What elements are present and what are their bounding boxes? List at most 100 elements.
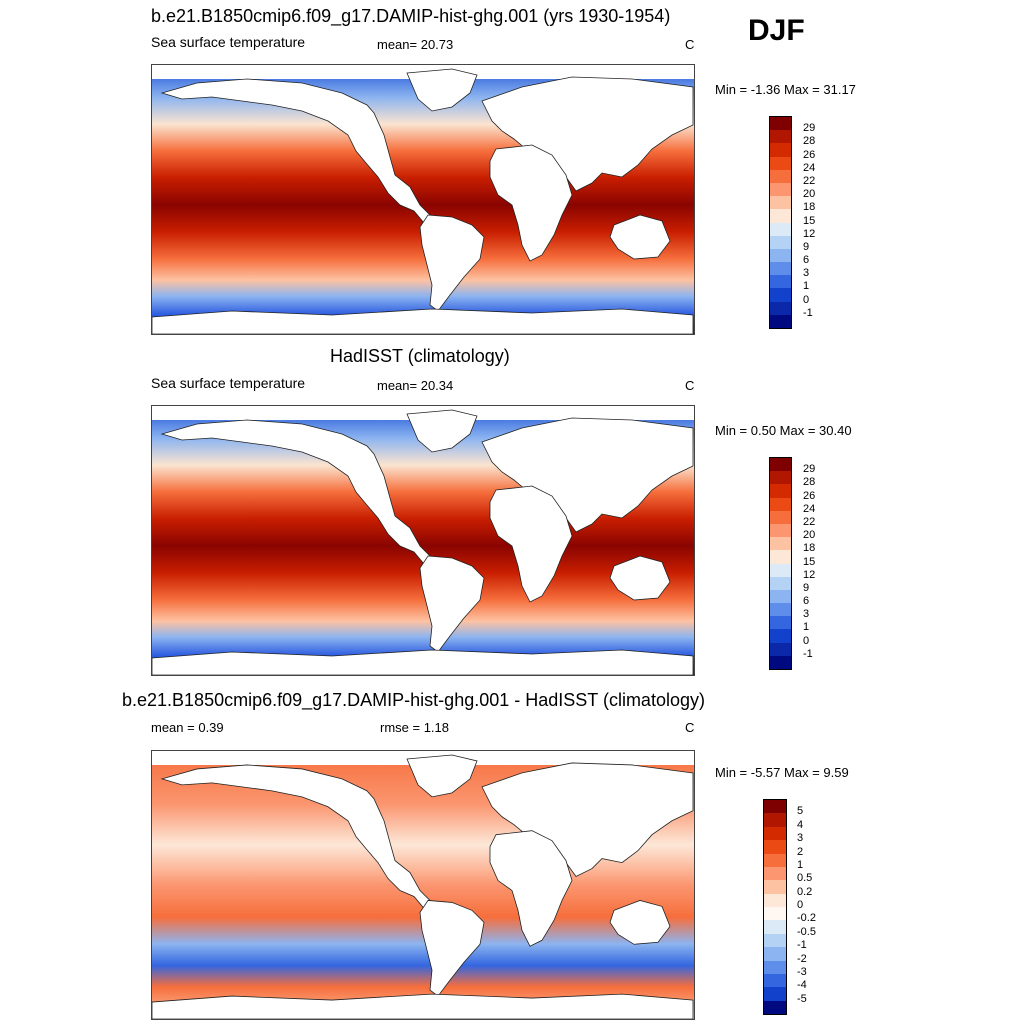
colorbar-swatch bbox=[764, 947, 786, 961]
colorbar-swatch bbox=[770, 497, 791, 511]
continent-outline bbox=[609, 214, 671, 260]
colorbar-tick-label: 5 bbox=[797, 805, 804, 818]
colorbar-tick-label: -0.2 bbox=[797, 912, 816, 925]
colorbar-tick-label: 0 bbox=[803, 634, 810, 647]
colorbar-tick-label: -5 bbox=[797, 992, 807, 1005]
colorbar-tick-label: 1 bbox=[797, 858, 804, 871]
colorbar-tick-label: -4 bbox=[797, 979, 807, 992]
colorbar-swatch bbox=[770, 458, 791, 472]
panel3-rmse-label: rmse = 1.18 bbox=[380, 720, 450, 735]
panel3-map bbox=[151, 750, 695, 1020]
continent-outline bbox=[152, 993, 694, 1019]
continent-outline bbox=[152, 649, 694, 675]
colorbar-swatch bbox=[770, 130, 791, 144]
colorbar-swatch bbox=[770, 196, 791, 210]
colorbar-tick-label: 29 bbox=[803, 122, 816, 135]
continent-outline bbox=[489, 830, 573, 947]
colorbar-tick-label: 4 bbox=[797, 818, 804, 831]
colorbar-tick-label: -3 bbox=[797, 965, 807, 978]
colorbar-swatch bbox=[770, 301, 791, 315]
colorbar-tick-label: -1 bbox=[803, 647, 813, 660]
colorbar-tick-label: 28 bbox=[803, 135, 816, 148]
colorbar-swatch bbox=[764, 987, 786, 1001]
colorbar-tick-label: 15 bbox=[803, 214, 816, 227]
colorbar-swatch bbox=[770, 262, 791, 276]
panel2-title: HadISST (climatology) bbox=[330, 346, 510, 366]
continent-outline bbox=[419, 214, 485, 312]
continent-outline bbox=[489, 144, 573, 262]
colorbar-swatch bbox=[764, 907, 786, 921]
panel2-map bbox=[151, 405, 695, 676]
panel3-minmax: Min = -5.57 Max = 9.59 bbox=[715, 765, 849, 780]
colorbar-tick-label: 28 bbox=[803, 476, 816, 489]
colorbar-tick-label: 24 bbox=[803, 161, 816, 174]
colorbar-swatch bbox=[770, 209, 791, 223]
continent-outline bbox=[152, 308, 694, 334]
colorbar-swatch bbox=[764, 1000, 786, 1014]
panel2-variable-label: Sea surface temperature bbox=[151, 375, 306, 391]
panel2-units: C bbox=[685, 378, 695, 393]
colorbar-swatch bbox=[770, 169, 791, 183]
colorbar-swatch bbox=[770, 235, 791, 249]
colorbar-tick-label: 2 bbox=[797, 845, 804, 858]
colorbar-tick-label: 12 bbox=[803, 227, 816, 240]
colorbar-swatch bbox=[764, 893, 786, 907]
colorbar-swatch bbox=[770, 275, 791, 289]
colorbar-tick-label: 18 bbox=[803, 201, 816, 214]
continent-outline bbox=[609, 555, 671, 601]
colorbar-swatch bbox=[770, 314, 791, 328]
colorbar-tick-label: 0 bbox=[803, 293, 810, 306]
colorbar-tick-label: 12 bbox=[803, 568, 816, 581]
colorbar-swatch bbox=[764, 840, 786, 854]
panel2-mean-label: mean= 20.34 bbox=[377, 378, 454, 393]
panel3-units: C bbox=[685, 720, 695, 735]
colorbar-swatch bbox=[764, 933, 786, 948]
panel1-minmax: Min = -1.36 Max = 31.17 bbox=[715, 82, 856, 97]
colorbar-swatch bbox=[764, 866, 786, 881]
continent-outline bbox=[406, 68, 478, 112]
panel3-title: b.e21.B1850cmip6.f09_g17.DAMIP-hist-ghg.… bbox=[122, 690, 705, 710]
continent-outline bbox=[160, 764, 433, 909]
panel1-variable-label: Sea surface temperature bbox=[151, 34, 306, 50]
colorbar-swatch bbox=[764, 880, 786, 894]
colorbar-tick-label: 0.5 bbox=[797, 872, 813, 885]
colorbar-swatch bbox=[770, 642, 791, 656]
continent-outline bbox=[481, 762, 694, 878]
season-label: DJF bbox=[748, 14, 805, 47]
colorbar-swatch bbox=[770, 589, 791, 604]
continent-outline bbox=[419, 555, 485, 653]
colorbar-tick-label: 29 bbox=[803, 463, 816, 476]
panel1-colorbar bbox=[769, 116, 792, 329]
colorbar-tick-label: 22 bbox=[803, 174, 816, 187]
colorbar-tick-label: 9 bbox=[803, 240, 810, 253]
colorbar-swatch bbox=[770, 143, 791, 157]
colorbar-tick-label: 0 bbox=[797, 899, 804, 911]
colorbar-tick-label: 26 bbox=[803, 489, 816, 502]
colorbar-swatch bbox=[770, 603, 791, 617]
colorbar-swatch bbox=[770, 537, 791, 551]
colorbar-swatch bbox=[764, 800, 786, 814]
colorbar-tick-label: 9 bbox=[803, 581, 810, 594]
colorbar-swatch bbox=[770, 182, 791, 197]
colorbar-swatch bbox=[764, 960, 786, 974]
colorbar-swatch bbox=[770, 471, 791, 485]
colorbar-tick-label: 18 bbox=[803, 542, 816, 555]
continent-outline bbox=[481, 76, 694, 192]
colorbar-swatch bbox=[770, 576, 791, 590]
colorbar-tick-label: 6 bbox=[803, 595, 810, 608]
continent-outline bbox=[160, 419, 433, 565]
colorbar-tick-label: -0.5 bbox=[797, 925, 816, 938]
colorbar-swatch bbox=[770, 510, 791, 524]
colorbar-tick-label: 3 bbox=[797, 832, 804, 845]
colorbar-swatch bbox=[770, 563, 791, 577]
continent-outline bbox=[609, 900, 671, 945]
panel1-units: C bbox=[685, 37, 695, 52]
colorbar-swatch bbox=[770, 288, 791, 302]
continent-outline bbox=[481, 417, 694, 533]
colorbar-tick-label: 6 bbox=[803, 254, 810, 267]
panel3-mean-label: mean = 0.39 bbox=[151, 720, 224, 735]
colorbar-tick-label: 22 bbox=[803, 515, 816, 528]
colorbar-swatch bbox=[770, 655, 791, 669]
continent-outline bbox=[406, 409, 478, 453]
colorbar-swatch bbox=[764, 813, 786, 827]
